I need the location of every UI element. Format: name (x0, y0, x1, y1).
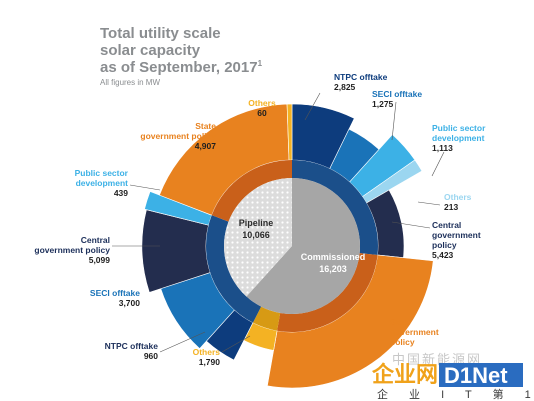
label-text-9: Central government policy 5,099 (34, 235, 110, 265)
watermark: 中国新能源网 企业网 D1Net 企 业 I T 第 1 门 户 (371, 352, 534, 401)
label-value-2: 1,113 (432, 143, 453, 153)
label-value-11: 4,907 (195, 141, 217, 151)
title-line-1: Total utility scale (100, 25, 221, 42)
title-line-2: solar capacity (100, 42, 201, 59)
label-ntpc-offtake-7: NTPC offtake 960 (105, 331, 206, 361)
commissioned-value: 16,203 (319, 264, 347, 274)
label-seci-offtake-1: SECI offtake 1,275 (372, 89, 422, 141)
label-ntpc-offtake-0: NTPC offtake 2,825 (304, 72, 388, 121)
label-text-5: State government policy (390, 317, 439, 347)
label-state-government-policy-5: State government policy (390, 317, 439, 347)
label-public-sector-development-2: Public sector development 1,113 (431, 123, 486, 177)
leader-line-6 (221, 335, 251, 353)
label-text-0: NTPC offtake 2,825 (334, 72, 388, 92)
label-state-government-policy-11: State government policy 4,907 (140, 121, 216, 151)
leader-line-10 (129, 184, 161, 191)
center-slice-commissioned (246, 178, 360, 314)
label-others-3: Others 213 (417, 192, 472, 212)
label-value-3: 213 (444, 202, 458, 212)
label-text-4: Central government policy 5,423 (432, 220, 481, 260)
label-text-8: SECI offtake 3,700 (90, 288, 140, 308)
inner-band-segment-1 (277, 253, 378, 332)
watermark-subline: 企 业 I T 第 1 门 户 (377, 387, 534, 401)
label-value-8: 3,700 (119, 298, 141, 308)
label-text-10: Public sector development 439 (75, 168, 129, 198)
units-note: All figures in MW (100, 78, 160, 87)
watermark-brand-left: 企业网 (371, 362, 438, 387)
label-text-12: Others 60 (248, 98, 276, 118)
label-text-3: Others 213 (444, 192, 472, 212)
label-others-6: Others 1,790 (193, 335, 251, 367)
leader-line-2 (431, 151, 445, 177)
inner-band-segment-0 (292, 160, 378, 255)
label-value-6: 1,790 (199, 357, 221, 367)
label-value-0: 2,825 (334, 82, 356, 92)
chart-title: Total utility scale solar capacity as of… (100, 25, 263, 87)
leader-line-4 (391, 221, 431, 229)
label-value-10: 439 (114, 188, 128, 198)
label-value-7: 960 (144, 351, 158, 361)
label-text-7: NTPC offtake 960 (105, 341, 159, 361)
label-text-2: Public sector development 1,113 (432, 123, 486, 153)
leader-line-7 (159, 331, 206, 353)
label-text-11: State government policy 4,907 (140, 121, 216, 151)
label-text-1: SECI offtake 1,275 (372, 89, 422, 109)
watermark-brand-right: D1Net (444, 363, 508, 388)
label-value-4: 5,423 (432, 250, 454, 260)
pipeline-label: Pipeline (239, 218, 274, 228)
label-public-sector-development-10: Public sector development 439 (75, 168, 161, 198)
label-central-government-policy-4: Central government policy 5,423 (391, 220, 481, 260)
label-text-6: Others 1,790 (193, 347, 221, 367)
watermark-brand-box (439, 363, 523, 387)
leader-line-1 (391, 101, 397, 141)
center-labels: Pipeline 10,066 Commissioned 16,203 (239, 218, 366, 274)
pipeline-value: 10,066 (242, 230, 270, 240)
label-value-12: 60 (257, 108, 267, 118)
inner-band-segment-3 (205, 215, 262, 323)
label-value-9: 5,099 (89, 255, 111, 265)
center-slice-pipeline (224, 178, 292, 297)
commissioned-label: Commissioned (301, 252, 366, 262)
leader-line-3 (417, 201, 441, 206)
inner-band-segment-2 (252, 306, 281, 331)
donut-rings (141, 103, 434, 389)
title-line-3: as of September, 20171 (100, 59, 263, 76)
leader-line-0 (304, 92, 321, 121)
label-value-1: 1,275 (372, 99, 394, 109)
inner-band-segment-4 (211, 160, 292, 222)
label-seci-offtake-8: SECI offtake 3,700 (90, 288, 140, 308)
label-others-12: Others 60 (248, 98, 276, 118)
title-footnote-marker: 1 (258, 59, 263, 68)
label-central-government-policy-9: Central government policy 5,099 (34, 235, 160, 265)
